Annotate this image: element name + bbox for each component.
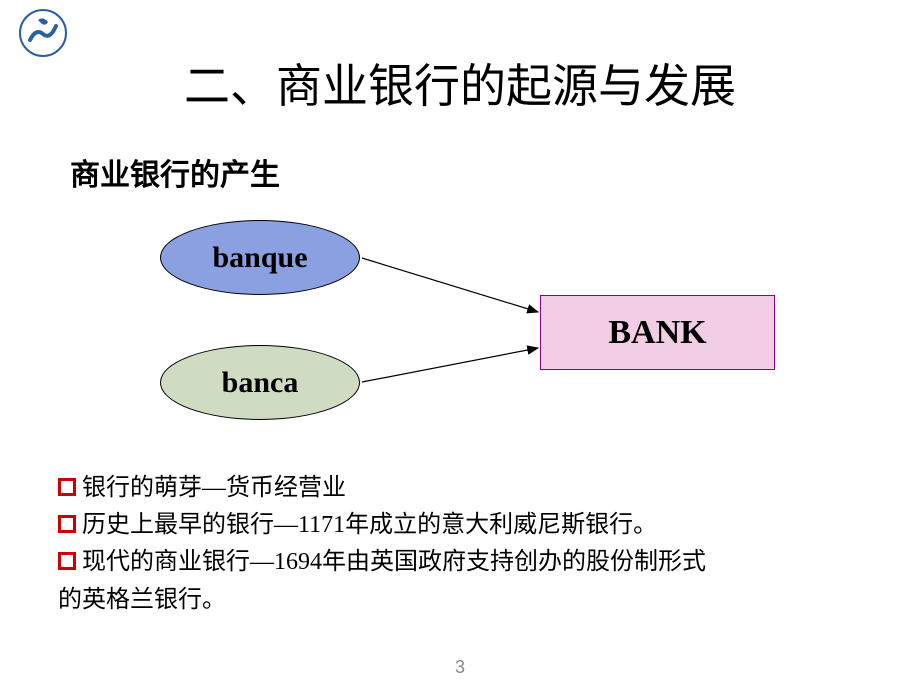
bullet-text: 的英格兰银行。 <box>58 582 226 619</box>
bullet-text: 历史上最早的银行—1171年成立的意大利威尼斯银行。 <box>82 507 657 544</box>
bullet-list: 银行的萌芽—货币经营业 历史上最早的银行—1171年成立的意大利威尼斯银行。 现… <box>58 470 878 619</box>
node-bank: BANK <box>540 295 775 370</box>
edge-banque-bank <box>362 258 538 312</box>
bullet-text: 银行的萌芽—货币经营业 <box>82 470 346 507</box>
bullet-icon <box>58 478 76 496</box>
node-banque-label: banque <box>212 241 307 275</box>
subtitle: 商业银行的产生 <box>70 150 280 194</box>
bullet-item: 现代的商业银行—1694年由英国政府支持创办的股份制形式 <box>58 544 878 581</box>
bullet-item: 银行的萌芽—货币经营业 <box>58 470 878 507</box>
bullet-icon <box>58 552 76 570</box>
page-number: 3 <box>0 657 920 678</box>
node-banca-label: banca <box>222 366 299 400</box>
bullet-icon <box>58 515 76 533</box>
bullet-continuation: 的英格兰银行。 <box>58 582 878 619</box>
page-title: 二、商业银行的起源与发展 <box>0 50 920 116</box>
node-banque: banque <box>160 220 360 295</box>
bullet-text: 现代的商业银行—1694年由英国政府支持创办的股份制形式 <box>82 544 706 581</box>
edge-banca-bank <box>362 348 538 382</box>
bullet-item: 历史上最早的银行—1171年成立的意大利威尼斯银行。 <box>58 507 878 544</box>
node-banca: banca <box>160 345 360 420</box>
node-bank-label: BANK <box>608 314 706 352</box>
